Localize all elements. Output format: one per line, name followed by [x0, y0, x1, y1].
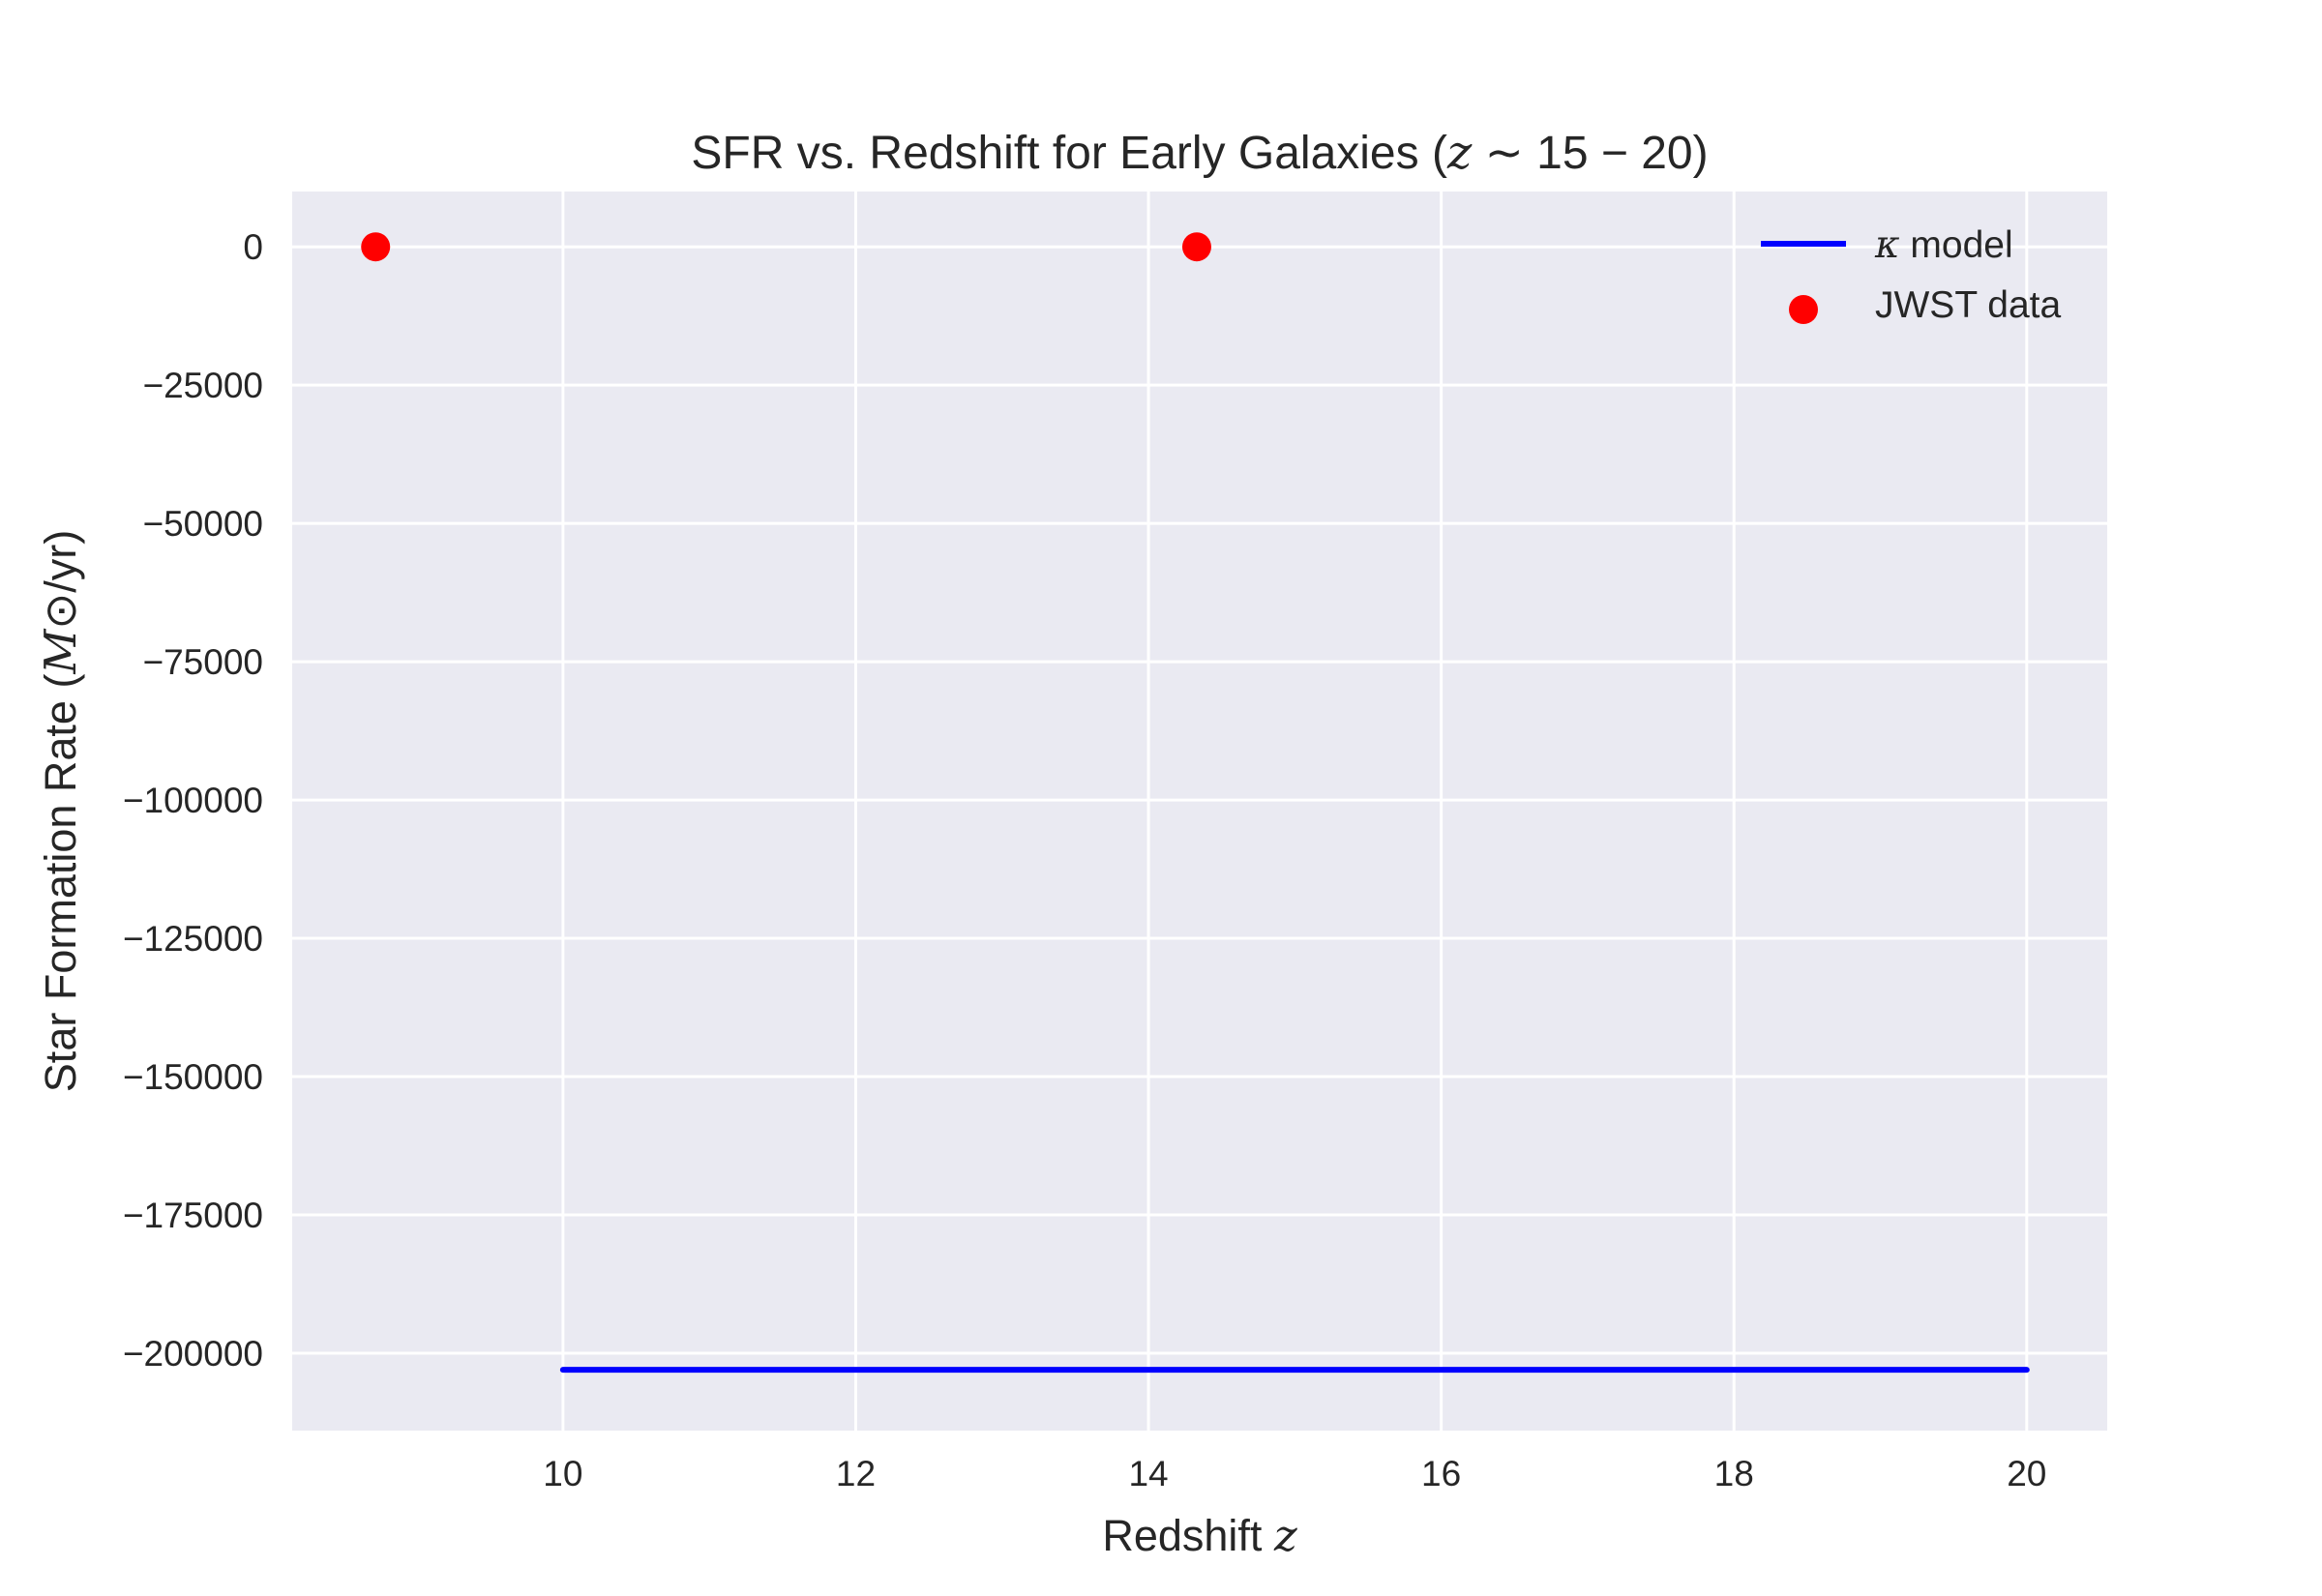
y-tick-label: −25000 [143, 366, 264, 405]
plot-area [292, 192, 2107, 1431]
grid-lines [292, 192, 2107, 1431]
x-tick-label: 16 [1421, 1454, 1461, 1493]
y-tick-label: 0 [243, 227, 263, 267]
chart-title: SFR vs. Redshift for Early Galaxies (z ∼… [691, 126, 1708, 180]
legend-label: κ model [1874, 223, 2013, 267]
legend: κ model JWST data [1761, 223, 2061, 326]
data-point [1181, 232, 1211, 262]
y-tick-label: −200000 [123, 1334, 263, 1374]
x-tick-label: 18 [1714, 1454, 1754, 1493]
y-tick-labels: 0 −25000 −50000 −75000 −100000 −125000 −150000… [123, 227, 263, 1374]
legend-label: JWST data [1875, 284, 2061, 326]
x-tick-label: 20 [2007, 1454, 2046, 1493]
y-tick-label: −125000 [123, 919, 263, 959]
data-point [361, 232, 391, 262]
y-tick-label: −150000 [123, 1057, 263, 1097]
x-tick-label: 14 [1128, 1454, 1168, 1493]
x-tick-label: 12 [836, 1454, 876, 1493]
y-tick-label: −100000 [123, 781, 263, 820]
series-layer [361, 232, 2030, 1374]
x-axis-label: Redshift z [1102, 1510, 1297, 1561]
y-tick-label: −50000 [143, 504, 264, 544]
y-tick-label: −175000 [123, 1196, 263, 1235]
x-tick-labels: 10 12 14 16 18 20 [543, 1454, 2046, 1493]
y-tick-label: −75000 [143, 642, 264, 682]
legend-marker-swatch [1789, 295, 1818, 324]
y-axis-label: Star Formation Rate (M⊙/yr) [35, 530, 86, 1092]
x-tick-label: 10 [543, 1454, 582, 1493]
